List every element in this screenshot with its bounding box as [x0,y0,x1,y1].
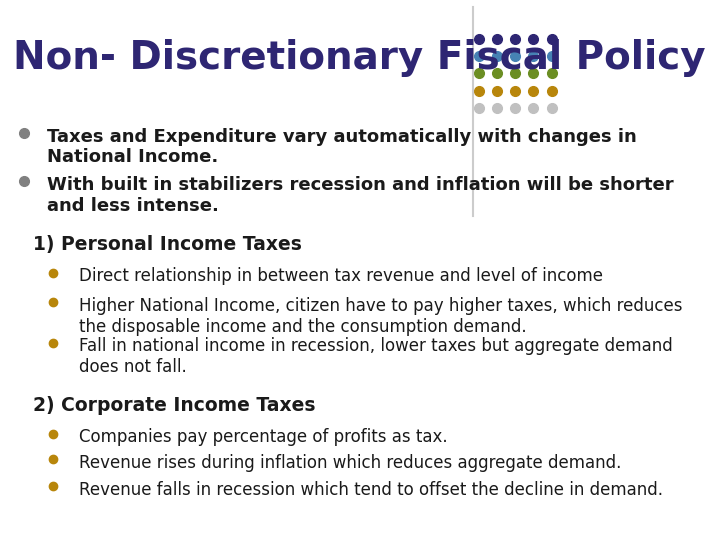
Text: Taxes and Expenditure vary automatically with changes in
National Income.: Taxes and Expenditure vary automatically… [47,127,637,166]
Text: With built in stabilizers recession and inflation will be shorter
and less inten: With built in stabilizers recession and … [47,176,674,215]
Text: Direct relationship in between tax revenue and level of income: Direct relationship in between tax reven… [78,267,603,285]
Text: 2) Corporate Income Taxes: 2) Corporate Income Taxes [33,396,315,415]
Text: Revenue falls in recession which tend to offset the decline in demand.: Revenue falls in recession which tend to… [78,481,662,498]
Text: 1) Personal Income Taxes: 1) Personal Income Taxes [33,235,302,254]
Text: Revenue rises during inflation which reduces aggregate demand.: Revenue rises during inflation which red… [78,454,621,472]
Text: Companies pay percentage of profits as tax.: Companies pay percentage of profits as t… [78,428,447,447]
Text: Non- Discretionary Fiscal Policy: Non- Discretionary Fiscal Policy [13,39,706,77]
Text: Fall in national income in recession, lower taxes but aggregate demand
does not : Fall in national income in recession, lo… [78,337,672,376]
Text: Higher National Income, citizen have to pay higher taxes, which reduces
the disp: Higher National Income, citizen have to … [78,297,682,336]
